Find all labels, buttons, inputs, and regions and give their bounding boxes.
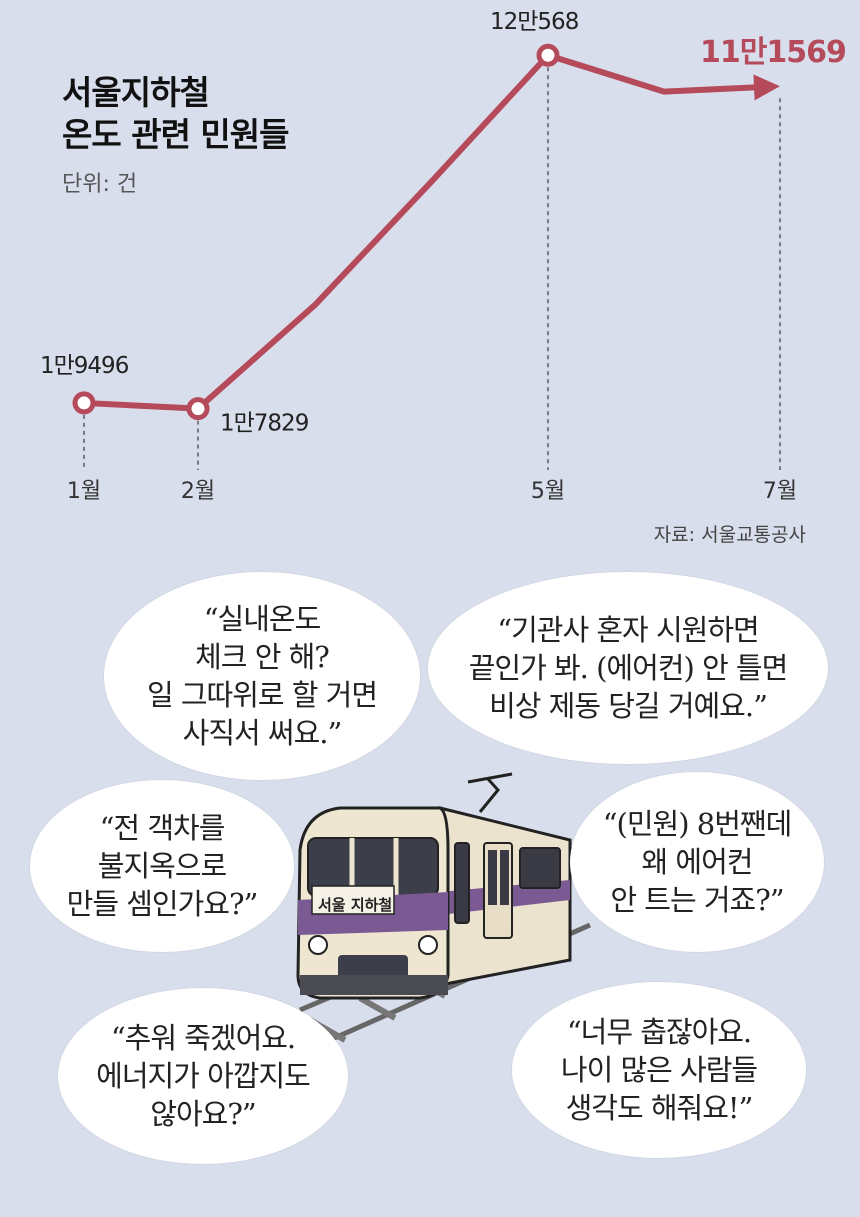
data-label-7: 11만1569 [700, 35, 846, 70]
chart-title: 서울지하철 온도 관련 민원들 단위: 건 [62, 72, 289, 198]
bubble-line: “전 객차를 [99, 811, 226, 845]
x-tick-label: 1월 [67, 479, 101, 504]
line-chart: 1만9496 1만7829 12만568 11만1569 1월 2월 5월 7월 [40, 9, 847, 504]
bubble-line: 왜 에어컨 [641, 845, 754, 879]
speech-bubble-eighth: “(민원) 8번짼데 왜 에어컨 안 트는 거죠?” [570, 772, 824, 952]
speech-bubble-indoor-temp: “실내온도 체크 안 해? 일 그따위로 할 거면 사직서 써요.” [104, 572, 420, 780]
data-point-5 [536, 43, 560, 67]
bubble-line: 비상 제동 당길 거예요.” [489, 689, 768, 723]
source-note: 자료: 서울교통공사 [653, 524, 806, 546]
bubble-line: 나이 많은 사람들 [560, 1053, 758, 1087]
bubble-line: 생각도 해줘요!” [565, 1091, 754, 1125]
bubble-line: 불지옥으로 [97, 849, 227, 883]
bubble-line: 끝인가 봐. (에어컨) 안 틀면 [468, 651, 789, 685]
bubble-line: 체크 안 해? [195, 640, 330, 674]
bubble-line: 일 그따위로 할 거면 [146, 678, 378, 712]
data-point-2 [186, 397, 210, 421]
bubble-line: 만들 셈인가요?” [66, 887, 259, 921]
bubble-line: “실내온도 [203, 602, 322, 636]
x-tick-label: 7월 [763, 479, 797, 504]
data-label-2: 1만7829 [220, 411, 309, 437]
bubble-line: “너무 춥잖아요. [566, 1015, 752, 1049]
title-line-2: 온도 관련 민원들 [62, 115, 289, 154]
speech-bubble-driver: “기관사 혼자 시원하면 끝인가 봐. (에어컨) 안 틀면 비상 제동 당길 … [428, 572, 828, 764]
train-destination-sign: 서울 지하철 [318, 896, 393, 914]
bubble-line: “(민원) 8번짼데 [602, 807, 793, 841]
speech-bubble-hell: “전 객차를 불지옥으로 만들 셈인가요?” [30, 780, 294, 952]
title-line-1: 서울지하철 [62, 73, 210, 112]
bubble-line: “기관사 혼자 시원하면 [497, 613, 759, 647]
unit-label: 단위: 건 [62, 172, 138, 197]
speech-bubble-cold: “추워 죽겠어요. 에너지가 아깝지도 않아요?” [58, 988, 348, 1164]
x-tick-label: 2월 [181, 479, 215, 504]
bubble-line: 에너지가 아깝지도 [96, 1059, 311, 1093]
bubble-line: 안 트는 거죠?” [610, 883, 784, 917]
data-point-1 [72, 391, 96, 415]
pantograph [467, 772, 513, 813]
x-tick-label: 5월 [531, 479, 565, 504]
line-arrowhead [753, 74, 780, 101]
speech-bubble-elderly: “너무 춥잖아요. 나이 많은 사람들 생각도 해줘요!” [512, 982, 806, 1158]
data-label-5: 12만568 [490, 9, 579, 35]
bubble-line: 사직서 써요.” [182, 716, 343, 750]
bubble-line: “추워 죽겠어요. [110, 1021, 296, 1055]
data-label-1: 1만9496 [40, 353, 129, 379]
bubble-line: 않아요?” [150, 1097, 256, 1131]
